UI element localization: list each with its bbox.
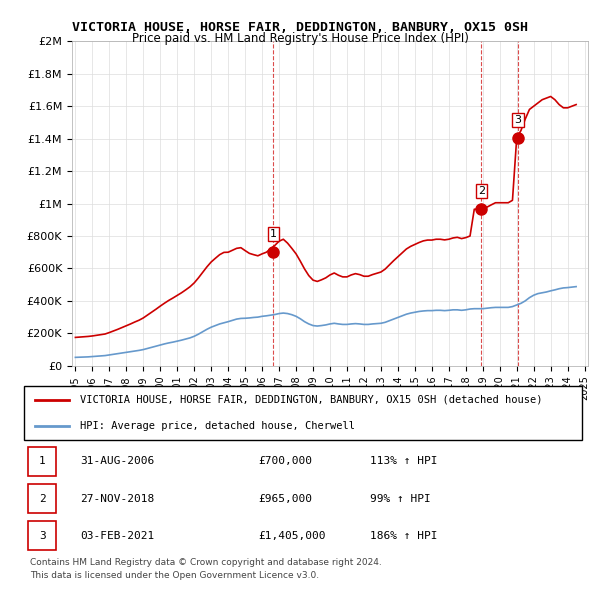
Text: 99% ↑ HPI: 99% ↑ HPI	[370, 494, 431, 503]
FancyBboxPatch shape	[28, 484, 56, 513]
Text: HPI: Average price, detached house, Cherwell: HPI: Average price, detached house, Cher…	[80, 421, 355, 431]
FancyBboxPatch shape	[28, 522, 56, 550]
Text: 31-AUG-2006: 31-AUG-2006	[80, 456, 154, 466]
Text: 113% ↑ HPI: 113% ↑ HPI	[370, 456, 437, 466]
Text: This data is licensed under the Open Government Licence v3.0.: This data is licensed under the Open Gov…	[30, 571, 319, 580]
Text: 3: 3	[39, 531, 46, 541]
Text: 2: 2	[478, 186, 485, 196]
Text: 27-NOV-2018: 27-NOV-2018	[80, 494, 154, 503]
Text: Contains HM Land Registry data © Crown copyright and database right 2024.: Contains HM Land Registry data © Crown c…	[30, 558, 382, 566]
Text: £700,000: £700,000	[259, 456, 313, 466]
Text: £1,405,000: £1,405,000	[259, 531, 326, 541]
Text: VICTORIA HOUSE, HORSE FAIR, DEDDINGTON, BANBURY, OX15 0SH: VICTORIA HOUSE, HORSE FAIR, DEDDINGTON, …	[72, 21, 528, 34]
Text: 1: 1	[270, 230, 277, 240]
FancyBboxPatch shape	[28, 447, 56, 476]
Text: Price paid vs. HM Land Registry's House Price Index (HPI): Price paid vs. HM Land Registry's House …	[131, 32, 469, 45]
Text: 186% ↑ HPI: 186% ↑ HPI	[370, 531, 437, 541]
Text: 03-FEB-2021: 03-FEB-2021	[80, 531, 154, 541]
Text: 3: 3	[515, 115, 521, 125]
Text: £965,000: £965,000	[259, 494, 313, 503]
Text: 2: 2	[39, 494, 46, 503]
Text: 1: 1	[39, 456, 46, 466]
Text: VICTORIA HOUSE, HORSE FAIR, DEDDINGTON, BANBURY, OX15 0SH (detached house): VICTORIA HOUSE, HORSE FAIR, DEDDINGTON, …	[80, 395, 542, 405]
FancyBboxPatch shape	[24, 386, 582, 440]
